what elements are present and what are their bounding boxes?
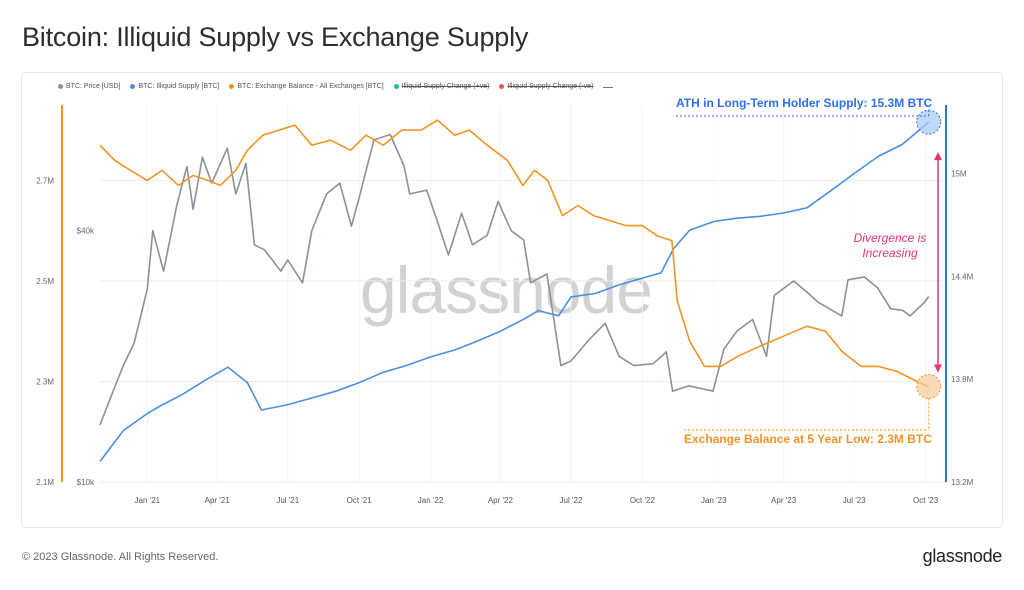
series-price-line [99, 133, 930, 426]
y-tick-illiquid-3: 15M [951, 170, 967, 179]
chart-legend: BTC: Price [USD] BTC: Illiquid Supply [B… [58, 83, 614, 90]
marker-exchange-low [916, 373, 942, 399]
marker-layer [676, 109, 942, 431]
y-tick-price-1: $40k [77, 227, 95, 236]
x-tick-4: Jan '22 [418, 496, 444, 505]
x-tick-2: Jul '21 [276, 496, 299, 505]
legend-item-supply-change-negative[interactable]: Illiquid Supply Change (-ve) [499, 83, 593, 90]
x-tick-10: Jul '23 [843, 496, 866, 505]
legend-item-price[interactable]: BTC: Price [USD] [58, 83, 120, 90]
series-illiquid-supply-line [99, 121, 930, 462]
legend-dot-illiquid-supply [130, 84, 136, 89]
legend-label-price: BTC: Price [USD] [66, 83, 121, 90]
legend-more-toggle[interactable] [603, 83, 614, 90]
legend-dot-supply-change-positive [393, 84, 399, 89]
annotation-divergence: Divergence is Increasing [853, 231, 927, 260]
x-tick-11: Oct '23 [913, 496, 939, 505]
legend-more-icon [603, 86, 614, 88]
divergence-arrow-head-down [934, 364, 942, 373]
divergence-arrow-head-up [934, 152, 942, 161]
legend-label-illiquid-supply: BTC: Illiquid Supply [BTC] [138, 83, 220, 90]
grid-layer [100, 105, 945, 483]
x-tick-0: Jan '21 [135, 496, 161, 505]
y-tick-illiquid-2: 14.4M [951, 272, 974, 281]
chart-title: Bitcoin: Illiquid Supply vs Exchange Sup… [22, 22, 529, 52]
series-exchange-balance-line [99, 119, 930, 388]
y-tick-price-0: $10k [77, 478, 95, 487]
x-tick-8: Jan '23 [701, 496, 727, 505]
y-tick-exchange-1: 2.3M [36, 377, 54, 386]
x-tick-3: Oct '21 [347, 496, 373, 505]
marker-illiquid-ath [916, 109, 942, 135]
legend-item-exchange-balance[interactable]: BTC: Exchange Balance - All Exchanges [B… [229, 83, 384, 90]
axes-layer: 2.1M 2.3M 2.5M 2.7M $10k $40k 13.2M 13.8M 14.4M 1… [36, 105, 974, 505]
x-tick-6: Jul '22 [560, 496, 583, 505]
y-tick-exchange-0: 2.1M [36, 478, 54, 487]
x-tick-5: Apr '22 [488, 496, 514, 505]
x-tick-7: Oct '22 [630, 496, 656, 505]
annotation-ath: ATH in Long-Term Holder Supply: 15.3M BT… [676, 96, 933, 110]
chart-frame [21, 72, 1003, 528]
x-tick-1: Apr '21 [205, 496, 231, 505]
footer-logo: glassnode [922, 546, 1003, 566]
y-tick-illiquid-1: 13.8M [951, 375, 974, 384]
legend-dot-exchange-balance [229, 84, 235, 89]
legend-item-illiquid-supply[interactable]: BTC: Illiquid Supply [BTC] [130, 83, 219, 90]
legend-dot-supply-change-negative [499, 84, 505, 89]
y-tick-exchange-3: 2.7M [36, 176, 54, 185]
legend-dot-price [58, 84, 63, 89]
annotation-exchange-low: Exchange Balance at 5 Year Low: 2.3M BTC [684, 432, 932, 446]
x-tick-9: Apr '23 [771, 496, 797, 505]
y-tick-exchange-2: 2.5M [36, 277, 54, 286]
legend-label-exchange-balance: BTC: Exchange Balance - All Exchanges [B… [237, 83, 384, 90]
legend-label-supply-change-negative: Illiquid Supply Change (-ve) [507, 83, 594, 90]
legend-item-supply-change-positive[interactable]: Illiquid Supply Change (+ve) [393, 83, 490, 90]
legend-label-supply-change-positive: Illiquid Supply Change (+ve) [401, 83, 490, 90]
series-layer [99, 119, 930, 462]
footer-copyright: © 2023 Glassnode. All Rights Reserved. [22, 551, 219, 563]
y-tick-illiquid-0: 13.2M [951, 478, 974, 487]
